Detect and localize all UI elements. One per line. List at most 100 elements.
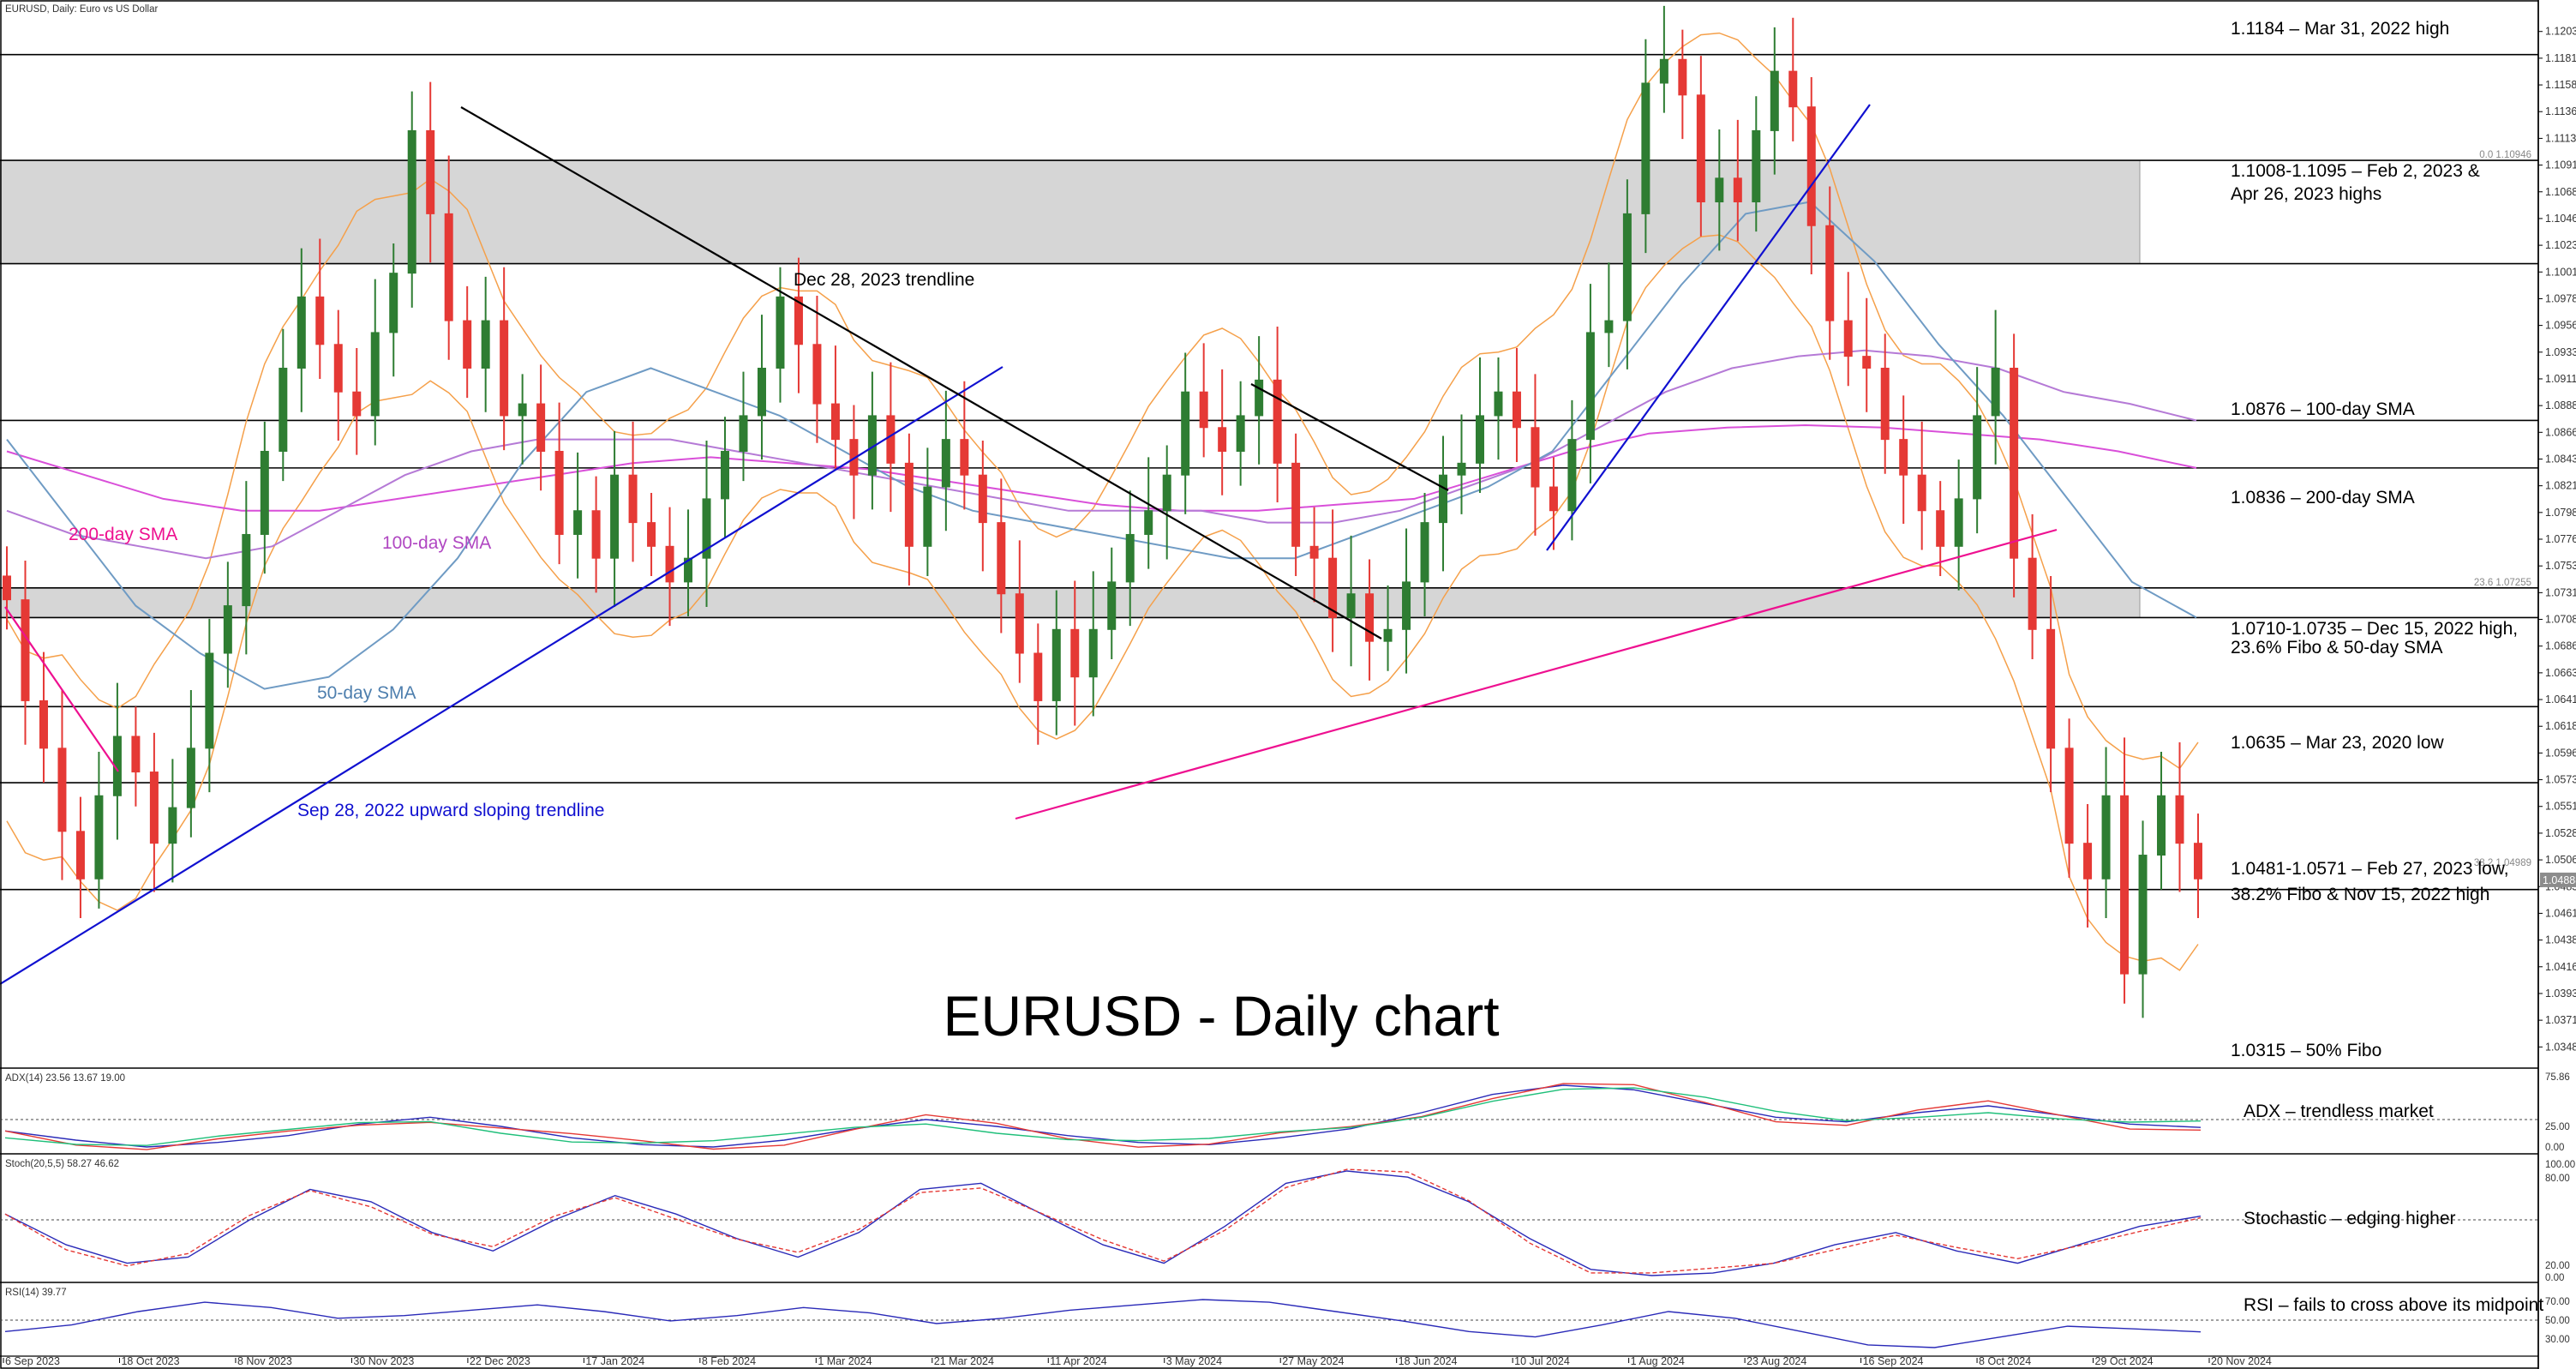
candle-body	[1880, 367, 1890, 441]
candle-body	[1162, 474, 1171, 512]
candle-body	[1218, 427, 1227, 452]
candle-body	[1549, 486, 1558, 512]
price-tick-label: 1.11135	[2545, 132, 2576, 144]
candle-body	[1715, 177, 1724, 203]
candle-body	[444, 213, 453, 321]
last-price-label: 1.04888	[2543, 874, 2576, 886]
candle-body	[205, 652, 214, 749]
date-tick-label: 3 May 2024	[1166, 1355, 1222, 1367]
fibo-tag-2: 38.2 1.04989	[2474, 858, 2531, 868]
indicator-scale-label: 75.86	[2545, 1072, 2570, 1083]
candle-body	[2138, 855, 2148, 975]
price-tick-label: 1.08435	[2545, 453, 2576, 465]
candle-body	[149, 772, 159, 844]
price-tick-label: 1.04160	[2545, 961, 2576, 973]
trendline-sep-2023	[4, 606, 119, 772]
candle-body	[1678, 58, 1687, 96]
candle-body	[1973, 415, 1982, 500]
candle-body	[1383, 628, 1393, 642]
trendline-aug-2024	[1546, 104, 1871, 551]
candle-body	[1752, 129, 1761, 203]
date-tick-label: 20 Nov 2024	[2211, 1355, 2272, 1367]
price-tick-label: 1.03710	[2545, 1014, 2576, 1026]
price-tick-label: 1.07760	[2545, 533, 2576, 545]
trendline-apr-2024	[1015, 528, 2058, 820]
candle-body	[518, 403, 527, 417]
annotation-4: 1.0836 – 200-day SMA	[2231, 488, 2415, 507]
candle-body	[1439, 474, 1448, 524]
candle-body	[1015, 593, 1024, 654]
date-tick-label: 1 Aug 2024	[1631, 1355, 1685, 1367]
candle-body	[1604, 320, 1614, 333]
annotation-8: 1.0481-1.0571 – Feb 27, 2023 low,	[2231, 859, 2509, 879]
candle-body	[684, 557, 693, 583]
price-tick-label: 1.09785	[2545, 292, 2576, 304]
chart-label-0: Dec 28, 2023 trendline	[794, 270, 974, 290]
zone-1	[0, 587, 2141, 618]
indicator-header: Stoch(20,5,5) 58.27 46.62	[5, 1159, 119, 1169]
candle-body	[2157, 795, 2166, 856]
price-tick-label: 1.07985	[2545, 507, 2576, 519]
indicator-line-1-0	[4, 1170, 2202, 1276]
moving-averages	[6, 201, 2197, 690]
trendline-may-2024	[1250, 383, 1449, 491]
trendlines	[0, 104, 2058, 985]
price-tick-label: 1.09110	[2545, 373, 2576, 385]
indicator-line-0-2	[4, 1087, 2202, 1146]
indicator-scale-label: 80.00	[2545, 1174, 2570, 1184]
indicator-note: Stochastic – edging higher	[2244, 1209, 2456, 1228]
date-tick-label: 8 Feb 2024	[702, 1355, 756, 1367]
date-tick-label: 10 Jul 2024	[1514, 1355, 1570, 1367]
candle-body	[463, 320, 472, 369]
price-tick-label: 1.05510	[2545, 801, 2576, 813]
date-tick-label: 8 Oct 2024	[1979, 1355, 2031, 1367]
indicator-header: ADX(14) 23.56 13.67 19.00	[5, 1073, 125, 1084]
date-tick-label: 18 Oct 2023	[121, 1355, 179, 1367]
indicator-panels: ADX(14) 23.56 13.67 19.00 75.86 25.00 0.00 A…	[0, 1067, 2575, 1348]
annotation-2: Apr 26, 2023 highs	[2231, 184, 2381, 204]
candle-body	[757, 367, 766, 417]
candle-body	[3, 575, 11, 601]
candle-body	[1107, 581, 1117, 630]
annotations: 1.1184 – Mar 31, 2022 high 1.1008-1.1095 …	[69, 19, 2518, 1060]
candle-body	[794, 296, 803, 345]
candle-body	[94, 795, 104, 880]
price-tick-label: 1.08210	[2545, 480, 2576, 492]
price-tick-label: 1.03485	[2545, 1041, 2576, 1053]
candle-body	[1585, 332, 1595, 441]
indicator-scale-label: 0.00	[2545, 1143, 2564, 1153]
indicator-line-0-1	[4, 1083, 2202, 1150]
annotation-0: 1.1184 – Mar 31, 2022 high	[2231, 19, 2449, 39]
price-tick-label: 1.04610	[2545, 907, 2576, 919]
candle-body	[1328, 557, 1338, 618]
candle-body	[242, 533, 251, 607]
price-tick-label: 1.10235	[2545, 239, 2576, 251]
candle-body	[665, 545, 674, 583]
price-tick-label: 1.10910	[2545, 159, 2576, 171]
candle-body	[389, 273, 398, 333]
price-tick-label: 1.03935	[2545, 988, 2576, 1000]
candle-body	[1181, 391, 1190, 476]
date-tick-label: 6 Sep 2023	[5, 1355, 60, 1367]
candle-body	[1144, 510, 1153, 535]
date-tick-label: 1 Mar 2024	[818, 1355, 872, 1367]
price-tick-label: 1.05735	[2545, 774, 2576, 786]
candle-body	[1033, 652, 1043, 701]
annotation-3: 1.0876 – 100-day SMA	[2231, 399, 2415, 419]
candle-body	[1457, 462, 1466, 476]
date-tick-label: 8 Nov 2023	[237, 1355, 292, 1367]
annotation-5: 1.0710-1.0735 – Dec 15, 2022 high,	[2231, 619, 2518, 639]
candle-body	[370, 332, 380, 417]
chart-label-4: Sep 28, 2022 upward sloping trendline	[297, 801, 604, 820]
candle-body	[739, 415, 748, 452]
candle-body	[1051, 628, 1061, 701]
candle-body	[1475, 415, 1484, 464]
indicator-scale-label: 25.00	[2545, 1122, 2570, 1132]
candle-body	[960, 439, 969, 476]
candle-body	[1420, 522, 1429, 583]
candle-body	[500, 320, 509, 417]
candle-body	[978, 474, 987, 524]
indicator-scale-label: 70.00	[2545, 1297, 2570, 1307]
